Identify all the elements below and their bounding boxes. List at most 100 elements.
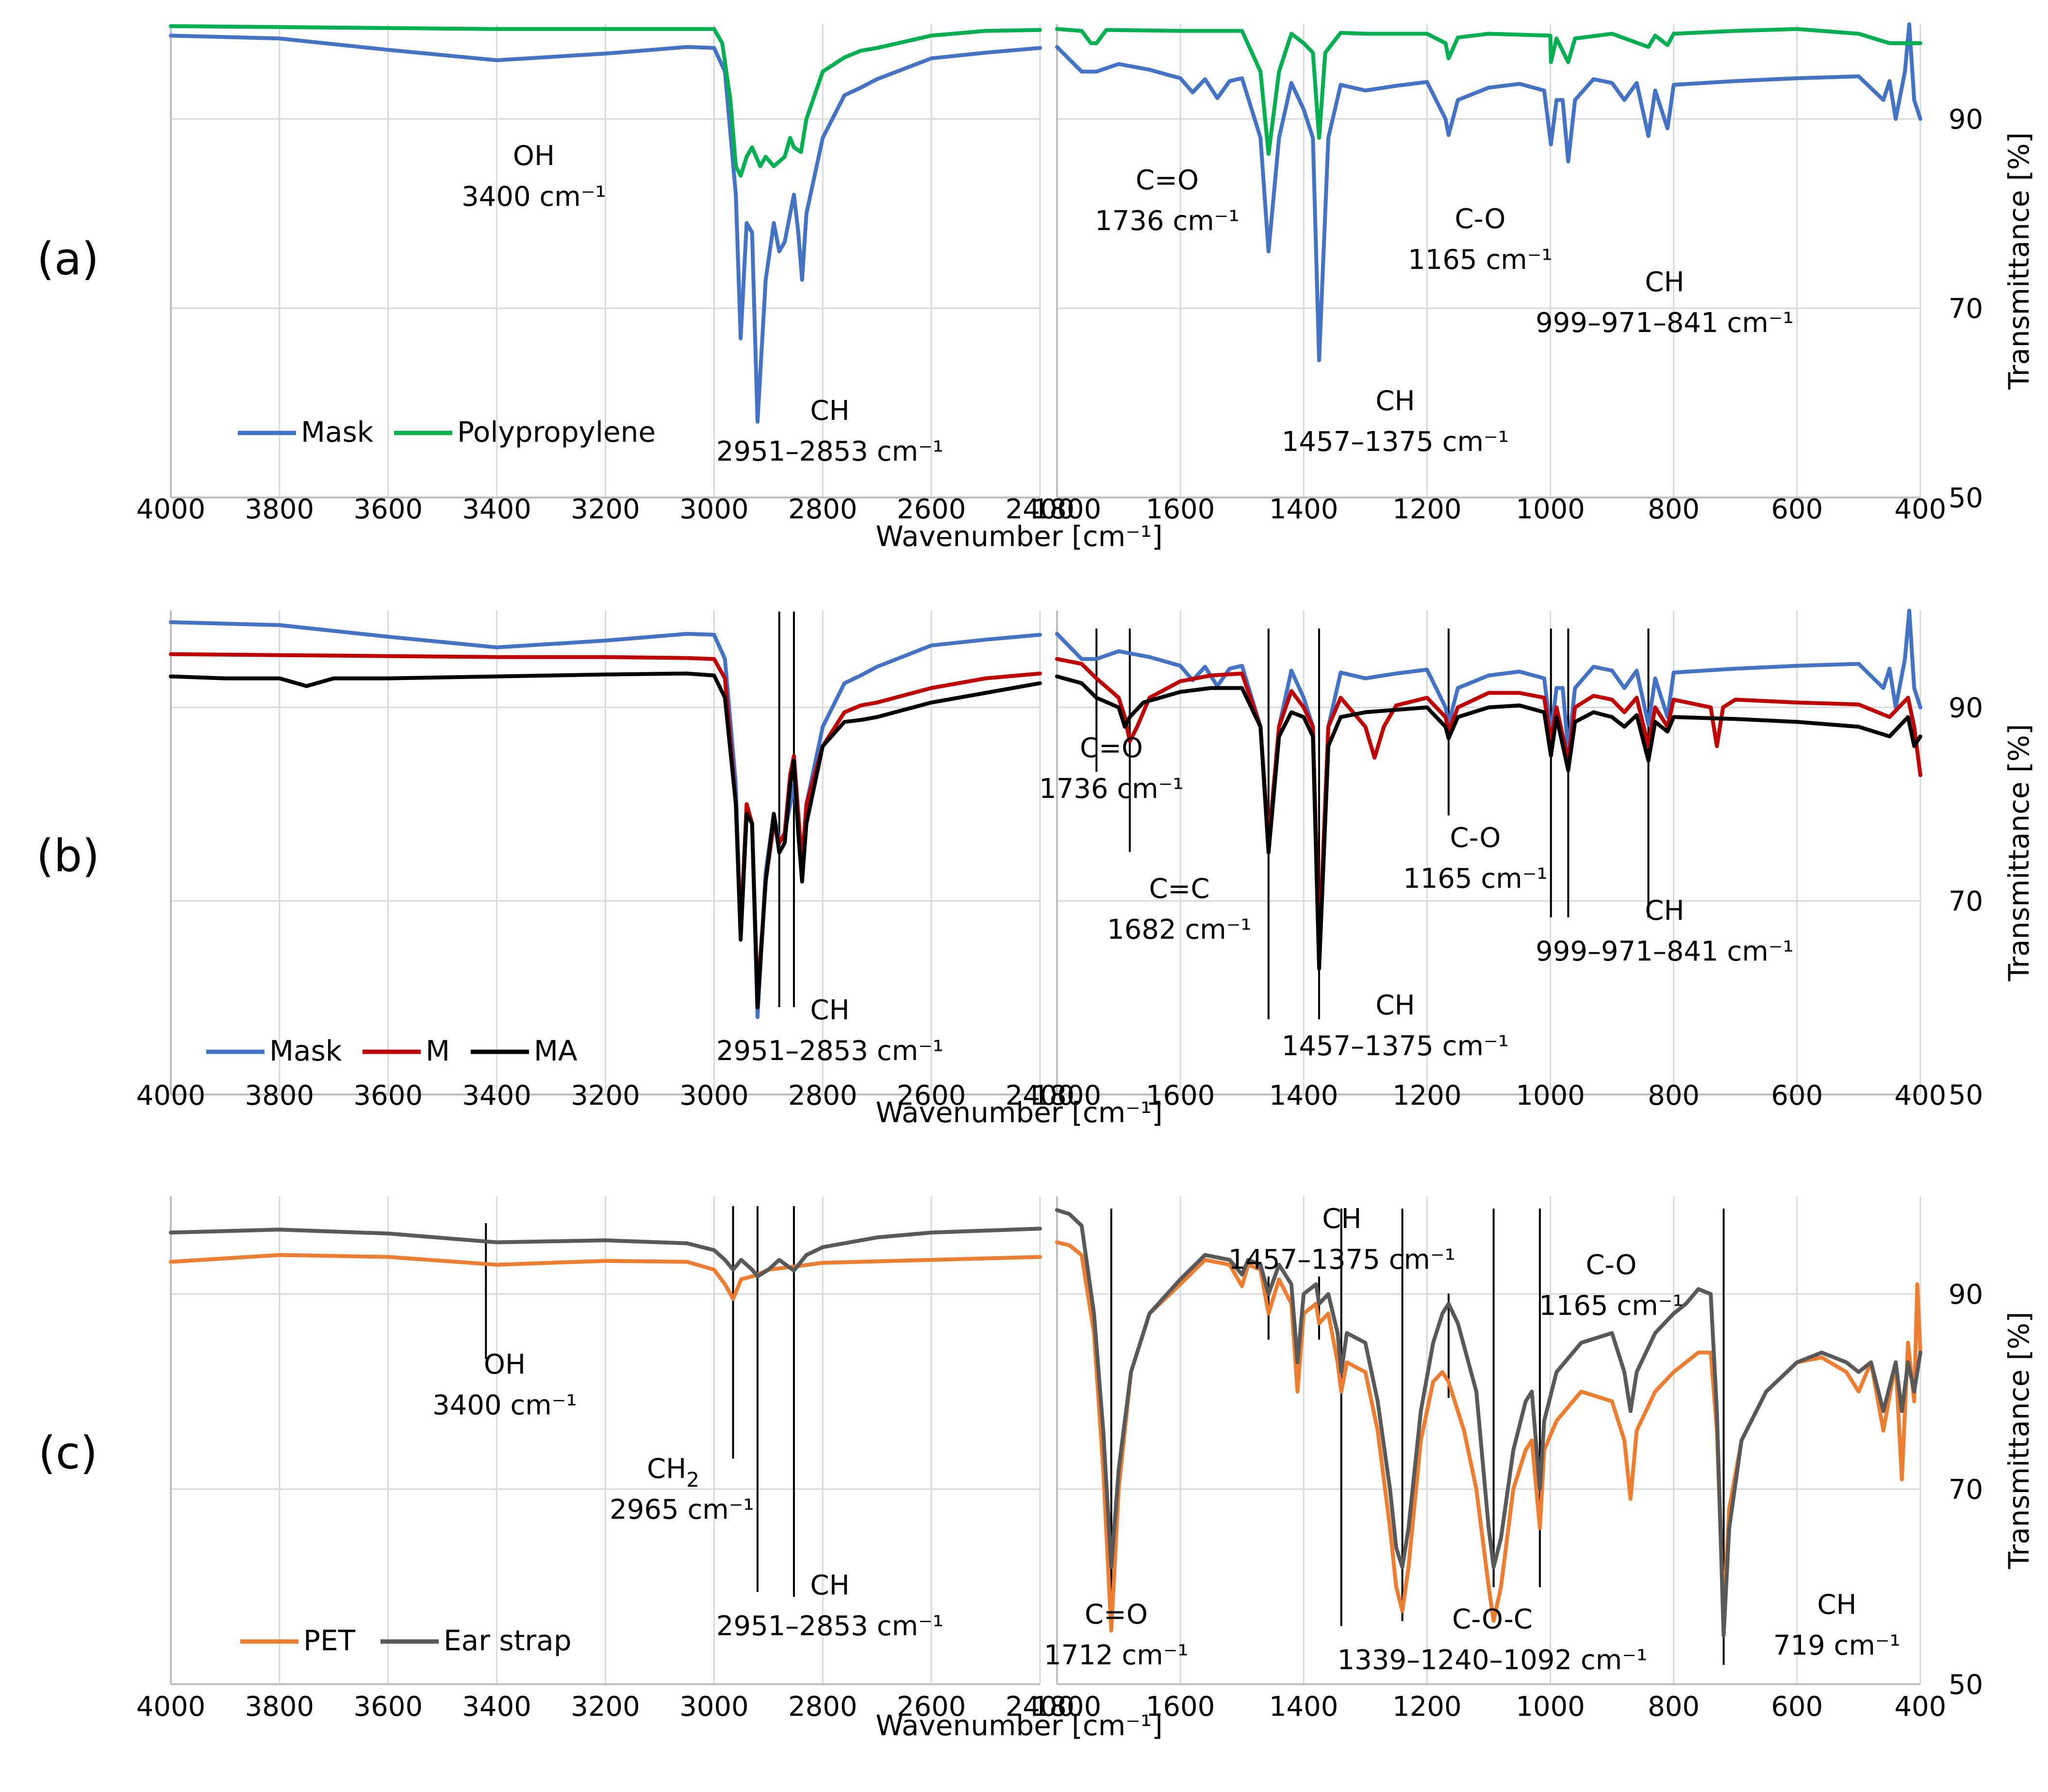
series-line-mask-right bbox=[1055, 22, 1922, 363]
x-tick-label: 3600 bbox=[353, 1080, 423, 1112]
panel-a: 4000 3800 3600 3400 3200 3000 2800 2600 24001800… bbox=[37, 22, 2035, 553]
legend-label: Mask bbox=[301, 415, 374, 448]
annotation-text: C=O bbox=[1080, 732, 1143, 764]
x-tick-label: 2600 bbox=[897, 1080, 966, 1112]
x-tick-label: 800 bbox=[1648, 494, 1700, 525]
annotation-ch_stretch: CH 2951–2853 cm⁻¹ bbox=[716, 395, 943, 467]
series-line-polypropylene-left bbox=[169, 24, 1042, 178]
x-tick-label: 3800 bbox=[245, 1080, 314, 1112]
annotation-text: 1736 cm⁻¹ bbox=[1095, 205, 1239, 237]
annotation-text: 1457–1375 cm⁻¹ bbox=[1228, 1244, 1455, 1276]
annotation-text: C=C bbox=[1149, 873, 1209, 905]
series-line-ear-strap-right bbox=[1055, 1208, 1922, 1638]
x-tick-label: 3600 bbox=[353, 1691, 423, 1723]
annotation-text: CH bbox=[1375, 385, 1415, 417]
y-tick-label: 50 bbox=[1949, 1079, 1983, 1111]
panel-c: 4000 3800 3600 3400 3200 3000 2800 2600 24001800… bbox=[38, 1196, 2035, 1742]
annotation-text: CH bbox=[1817, 1589, 1856, 1621]
annotation-co_1736: C=O 1736 cm⁻¹ bbox=[1095, 165, 1239, 237]
x-tick-label: 1800 bbox=[1032, 1080, 1102, 1112]
x-tick-label: 1800 bbox=[1032, 1691, 1102, 1723]
annotation-text: 1339–1240–1092 cm⁻¹ bbox=[1338, 1644, 1648, 1676]
y-tick-label: 50 bbox=[1949, 1669, 1983, 1701]
panel-label: (c) bbox=[38, 1427, 98, 1479]
annotation-text: 1457–1375 cm⁻¹ bbox=[1282, 426, 1509, 458]
annotation-text: C=O bbox=[1085, 1599, 1148, 1630]
annotation-text: 999–971–841 cm⁻¹ bbox=[1536, 307, 1794, 339]
x-tick-label: 1400 bbox=[1269, 1080, 1338, 1112]
x-tick-label: 2600 bbox=[897, 1691, 966, 1723]
x-axis-label: Wavenumber [cm⁻¹] bbox=[875, 1709, 1163, 1742]
annotation-text: CH bbox=[1645, 266, 1684, 298]
legend-label: MA bbox=[534, 1034, 578, 1067]
annotation-text: 1736 cm⁻¹ bbox=[1039, 773, 1184, 805]
y-axis-label: Transmittance [%] bbox=[2002, 724, 2035, 981]
x-tick-label: 1600 bbox=[1146, 494, 1215, 525]
x-axis-label: Wavenumber [cm⁻¹] bbox=[875, 1096, 1163, 1129]
annotation-ch_719: CH 719 cm⁻¹ bbox=[1773, 1589, 1900, 1661]
x-tick-label: 1600 bbox=[1146, 1691, 1215, 1723]
y-axis-label: Transmittance [%] bbox=[2002, 132, 2035, 390]
annotation-coc: C-O-C 1339–1240–1092 cm⁻¹ bbox=[1338, 1604, 1648, 1676]
series-line-mask-right bbox=[1055, 609, 1922, 956]
legend-item: Mask bbox=[206, 1034, 342, 1067]
annotation-text: 2951–2853 cm⁻¹ bbox=[716, 436, 943, 467]
annotation-text: CH2 bbox=[647, 1453, 699, 1492]
legend-label: M bbox=[426, 1034, 450, 1067]
series-line-ma-right bbox=[1055, 674, 1922, 971]
annotation-text: CH bbox=[1645, 895, 1684, 927]
x-tick-label: 3200 bbox=[571, 494, 640, 525]
y-axis-label: Transmittance [%] bbox=[2002, 1311, 2035, 1569]
legend-item: PET bbox=[240, 1624, 356, 1657]
annotation-ch_oop: CH 999–971–841 cm⁻¹ bbox=[1536, 266, 1794, 339]
series-line-pet-right bbox=[1055, 1240, 1922, 1633]
annotation-c_o: C-O 1165 cm⁻¹ bbox=[1539, 1249, 1684, 1322]
legend-item: Polypropylene bbox=[394, 415, 656, 448]
annotation-text: 3400 cm⁻¹ bbox=[432, 1390, 577, 1421]
annotation-text: 1165 cm⁻¹ bbox=[1539, 1290, 1684, 1322]
annotation-text: C-O bbox=[1450, 822, 1501, 854]
x-tick-label: 400 bbox=[1895, 1691, 1947, 1723]
annotation-text: 2965 cm⁻¹ bbox=[610, 1494, 754, 1526]
x-tick-label: 400 bbox=[1895, 1080, 1947, 1112]
series-line-polypropylene-right bbox=[1055, 27, 1922, 156]
annotation-ch_bend: CH 1457–1375 cm⁻¹ bbox=[1228, 1203, 1455, 1276]
series-line-mask-left bbox=[169, 33, 1042, 424]
legend-label: Polypropylene bbox=[457, 415, 656, 448]
x-tick-label: 600 bbox=[1771, 494, 1823, 525]
annotation-text: 719 cm⁻¹ bbox=[1773, 1630, 1900, 1661]
annotation-ch_bend: CH 1457–1375 cm⁻¹ bbox=[1282, 385, 1509, 458]
x-tick-label: 1800 bbox=[1032, 494, 1102, 525]
x-tick-label: 4000 bbox=[136, 494, 206, 525]
x-tick-label: 1000 bbox=[1516, 1080, 1585, 1112]
legend-item: Mask bbox=[238, 415, 374, 448]
panel-label: (a) bbox=[37, 233, 99, 285]
annotation-text: 1457–1375 cm⁻¹ bbox=[1282, 1030, 1509, 1062]
y-tick-label: 70 bbox=[1949, 293, 1983, 325]
x-tick-label: 1400 bbox=[1269, 494, 1338, 525]
annotation-text: C-O bbox=[1586, 1249, 1637, 1281]
annotation-text: 1165 cm⁻¹ bbox=[1403, 863, 1548, 895]
annotation-text: CH bbox=[1322, 1203, 1361, 1235]
annotation-text: 1712 cm⁻¹ bbox=[1044, 1640, 1189, 1671]
legend-item: M bbox=[363, 1034, 450, 1067]
annotation-text: OH bbox=[484, 1349, 526, 1380]
legend-label: Ear strap bbox=[444, 1624, 572, 1657]
annotation-co_1712: C=O 1712 cm⁻¹ bbox=[1044, 1599, 1189, 1671]
x-tick-label: 1200 bbox=[1392, 494, 1462, 525]
y-tick-label: 70 bbox=[1949, 1474, 1983, 1506]
series-line-ear-strap-left bbox=[169, 1227, 1042, 1278]
annotation-oh: OH 3400 cm⁻¹ bbox=[462, 140, 606, 213]
annotation-text: 2951–2853 cm⁻¹ bbox=[716, 1610, 943, 1642]
x-tick-label: 3200 bbox=[571, 1080, 640, 1112]
x-tick-label: 2400 bbox=[1006, 1080, 1075, 1112]
x-tick-label: 1200 bbox=[1392, 1080, 1462, 1112]
x-tick-label: 3000 bbox=[679, 1080, 749, 1112]
annotation-ch_bend: CH 1457–1375 cm⁻¹ bbox=[1282, 990, 1509, 1062]
x-tick-label: 2800 bbox=[788, 1691, 858, 1723]
x-tick-label: 3400 bbox=[462, 1691, 531, 1723]
annotation-ch_stretch: CH 2951–2853 cm⁻¹ bbox=[716, 1570, 943, 1642]
series-line-ma-left bbox=[169, 671, 1042, 1010]
annotation-text: 999–971–841 cm⁻¹ bbox=[1536, 936, 1794, 967]
annotation-text: CH bbox=[810, 395, 849, 427]
